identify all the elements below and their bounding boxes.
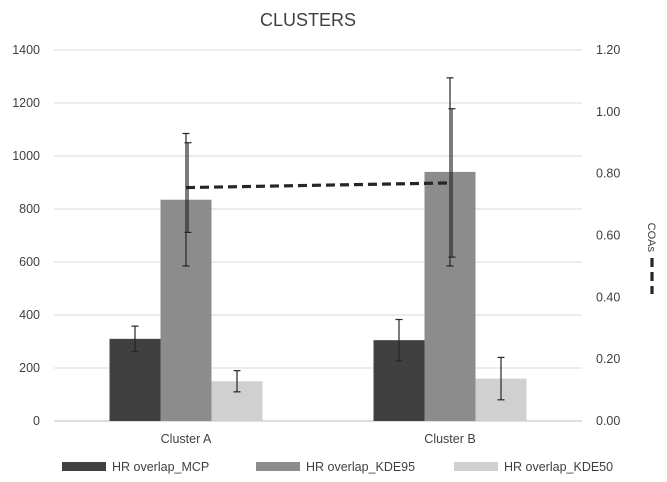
legend-swatch (62, 462, 106, 471)
category-label: Cluster B (424, 432, 475, 446)
left-tick-label: 1000 (12, 149, 40, 163)
left-tick-label: 0 (33, 414, 40, 428)
right-tick-label: 0.00 (596, 414, 620, 428)
legend-swatch (256, 462, 300, 471)
left-tick-label: 1200 (12, 96, 40, 110)
error-bars (131, 77, 505, 401)
right-tick-label: 0.80 (596, 167, 620, 181)
legend-label: HR overlap_KDE50 (504, 460, 613, 474)
right-tick-label: 0.40 (596, 290, 620, 304)
right-tick-label: 1.20 (596, 43, 620, 57)
bar (109, 338, 161, 421)
left-tick-label: 200 (19, 361, 40, 375)
coas-line-path (185, 181, 451, 190)
chart-title: CLUSTERS (260, 10, 356, 30)
legend-swatch (454, 462, 498, 471)
side-legend: COAs (645, 223, 657, 294)
left-tick-label: 800 (19, 202, 40, 216)
right-tick-label: 0.60 (596, 229, 620, 243)
legend-label: HR overlap_KDE95 (306, 460, 415, 474)
left-tick-label: 600 (19, 255, 40, 269)
right-tick-label: 0.20 (596, 352, 620, 366)
legend: COAs HR overlap_MCP HR overlap_KDE95 HR ove… (62, 223, 657, 474)
category-label: Cluster A (161, 432, 212, 446)
axes: 0 200 400 600 800 1000 1200 1400 0.00 0.20 0.40 0.6… (12, 43, 620, 446)
side-legend-label: COAs (645, 223, 657, 253)
legend-label: HR overlap_MCP (112, 460, 209, 474)
left-tick-label: 1400 (12, 43, 40, 57)
coas-line (185, 181, 451, 190)
right-tick-label: 1.00 (596, 105, 620, 119)
left-tick-label: 400 (19, 308, 40, 322)
